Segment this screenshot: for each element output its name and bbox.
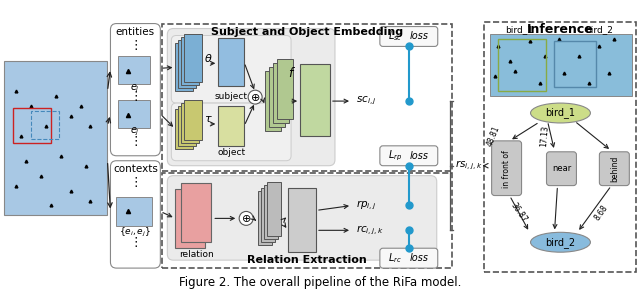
FancyBboxPatch shape xyxy=(118,100,150,128)
FancyBboxPatch shape xyxy=(179,40,196,88)
FancyBboxPatch shape xyxy=(175,189,205,248)
FancyBboxPatch shape xyxy=(269,67,285,127)
Text: $sc_{i,j}$: $sc_{i,j}$ xyxy=(356,95,377,107)
FancyBboxPatch shape xyxy=(380,26,438,47)
FancyBboxPatch shape xyxy=(118,56,150,84)
FancyBboxPatch shape xyxy=(111,24,161,156)
FancyBboxPatch shape xyxy=(288,188,316,252)
FancyBboxPatch shape xyxy=(167,29,335,166)
Text: Figure 2. The overall pipeline of the RiFa model.: Figure 2. The overall pipeline of the Ri… xyxy=(179,276,461,288)
Text: bird_2: bird_2 xyxy=(586,25,613,34)
Circle shape xyxy=(239,212,253,225)
FancyBboxPatch shape xyxy=(277,59,293,119)
Ellipse shape xyxy=(531,103,591,123)
Text: 8.68: 8.68 xyxy=(593,203,610,222)
FancyBboxPatch shape xyxy=(380,146,438,166)
FancyBboxPatch shape xyxy=(181,183,211,242)
Text: 36.87: 36.87 xyxy=(509,201,529,224)
FancyBboxPatch shape xyxy=(111,161,161,268)
Text: $\theta$: $\theta$ xyxy=(204,52,212,64)
Text: ⋮: ⋮ xyxy=(129,90,141,103)
FancyBboxPatch shape xyxy=(218,38,244,86)
Text: ⋮: ⋮ xyxy=(129,135,141,148)
Text: in front of: in front of xyxy=(502,150,511,188)
Text: loss: loss xyxy=(410,151,429,161)
FancyBboxPatch shape xyxy=(167,176,436,260)
Text: bird_1: bird_1 xyxy=(506,25,534,34)
Circle shape xyxy=(248,90,262,104)
FancyBboxPatch shape xyxy=(267,182,281,236)
Text: Inference: Inference xyxy=(527,23,593,36)
Text: loss: loss xyxy=(410,253,429,263)
FancyBboxPatch shape xyxy=(116,196,152,226)
Text: $\tau$: $\tau$ xyxy=(204,114,212,124)
FancyBboxPatch shape xyxy=(184,100,202,140)
Text: object: object xyxy=(217,148,245,157)
Text: f: f xyxy=(288,67,292,80)
Text: $e_i$: $e_i$ xyxy=(131,82,140,94)
Text: Subject and Object Embedding: Subject and Object Embedding xyxy=(211,26,403,36)
Text: near: near xyxy=(552,164,571,173)
FancyBboxPatch shape xyxy=(261,188,275,242)
FancyBboxPatch shape xyxy=(547,152,577,186)
Text: bird_2: bird_2 xyxy=(545,237,575,248)
FancyBboxPatch shape xyxy=(179,106,196,146)
Text: 48.81: 48.81 xyxy=(485,124,502,148)
Text: $rc_{i,j,k}$: $rc_{i,j,k}$ xyxy=(356,223,384,237)
Text: $L_{rc}$: $L_{rc}$ xyxy=(388,251,402,265)
FancyBboxPatch shape xyxy=(175,109,193,149)
FancyBboxPatch shape xyxy=(300,64,330,136)
FancyBboxPatch shape xyxy=(181,103,199,143)
FancyBboxPatch shape xyxy=(492,141,522,196)
Text: Relation Extraction: Relation Extraction xyxy=(247,255,367,265)
Text: contexts: contexts xyxy=(113,164,158,174)
Text: behind: behind xyxy=(610,155,619,182)
Text: $\oplus$: $\oplus$ xyxy=(241,213,252,224)
FancyBboxPatch shape xyxy=(172,103,291,161)
Text: $rs_{i,j,k}$: $rs_{i,j,k}$ xyxy=(454,159,483,172)
FancyBboxPatch shape xyxy=(175,43,193,91)
Text: $e_j$: $e_j$ xyxy=(131,126,140,138)
FancyBboxPatch shape xyxy=(184,35,202,82)
FancyBboxPatch shape xyxy=(258,191,272,245)
Text: $rp_{i,j}$: $rp_{i,j}$ xyxy=(356,199,376,212)
Text: ⋮: ⋮ xyxy=(129,39,141,52)
Text: subject: subject xyxy=(214,92,248,101)
Ellipse shape xyxy=(531,232,591,252)
FancyBboxPatch shape xyxy=(264,184,278,239)
FancyBboxPatch shape xyxy=(490,35,632,96)
FancyBboxPatch shape xyxy=(4,61,108,215)
Text: ⋮: ⋮ xyxy=(129,236,141,249)
FancyBboxPatch shape xyxy=(600,152,629,186)
Text: $L_{sc}$: $L_{sc}$ xyxy=(388,30,403,43)
FancyBboxPatch shape xyxy=(172,36,291,103)
Text: $L_{rp}$: $L_{rp}$ xyxy=(388,149,402,163)
FancyBboxPatch shape xyxy=(218,106,244,146)
FancyBboxPatch shape xyxy=(484,22,636,272)
Text: entities: entities xyxy=(116,26,155,36)
Text: 17.13: 17.13 xyxy=(539,125,550,147)
Text: $\oplus$: $\oplus$ xyxy=(250,92,260,103)
Text: $\{e_i,e_j\}$: $\{e_i,e_j\}$ xyxy=(120,226,152,239)
FancyBboxPatch shape xyxy=(273,63,289,123)
Text: ⋮: ⋮ xyxy=(129,176,141,189)
Text: loss: loss xyxy=(410,31,429,42)
Text: relation: relation xyxy=(179,250,214,259)
FancyBboxPatch shape xyxy=(380,248,438,268)
FancyBboxPatch shape xyxy=(265,71,281,131)
FancyBboxPatch shape xyxy=(181,38,199,85)
Text: bird_1: bird_1 xyxy=(545,108,575,118)
